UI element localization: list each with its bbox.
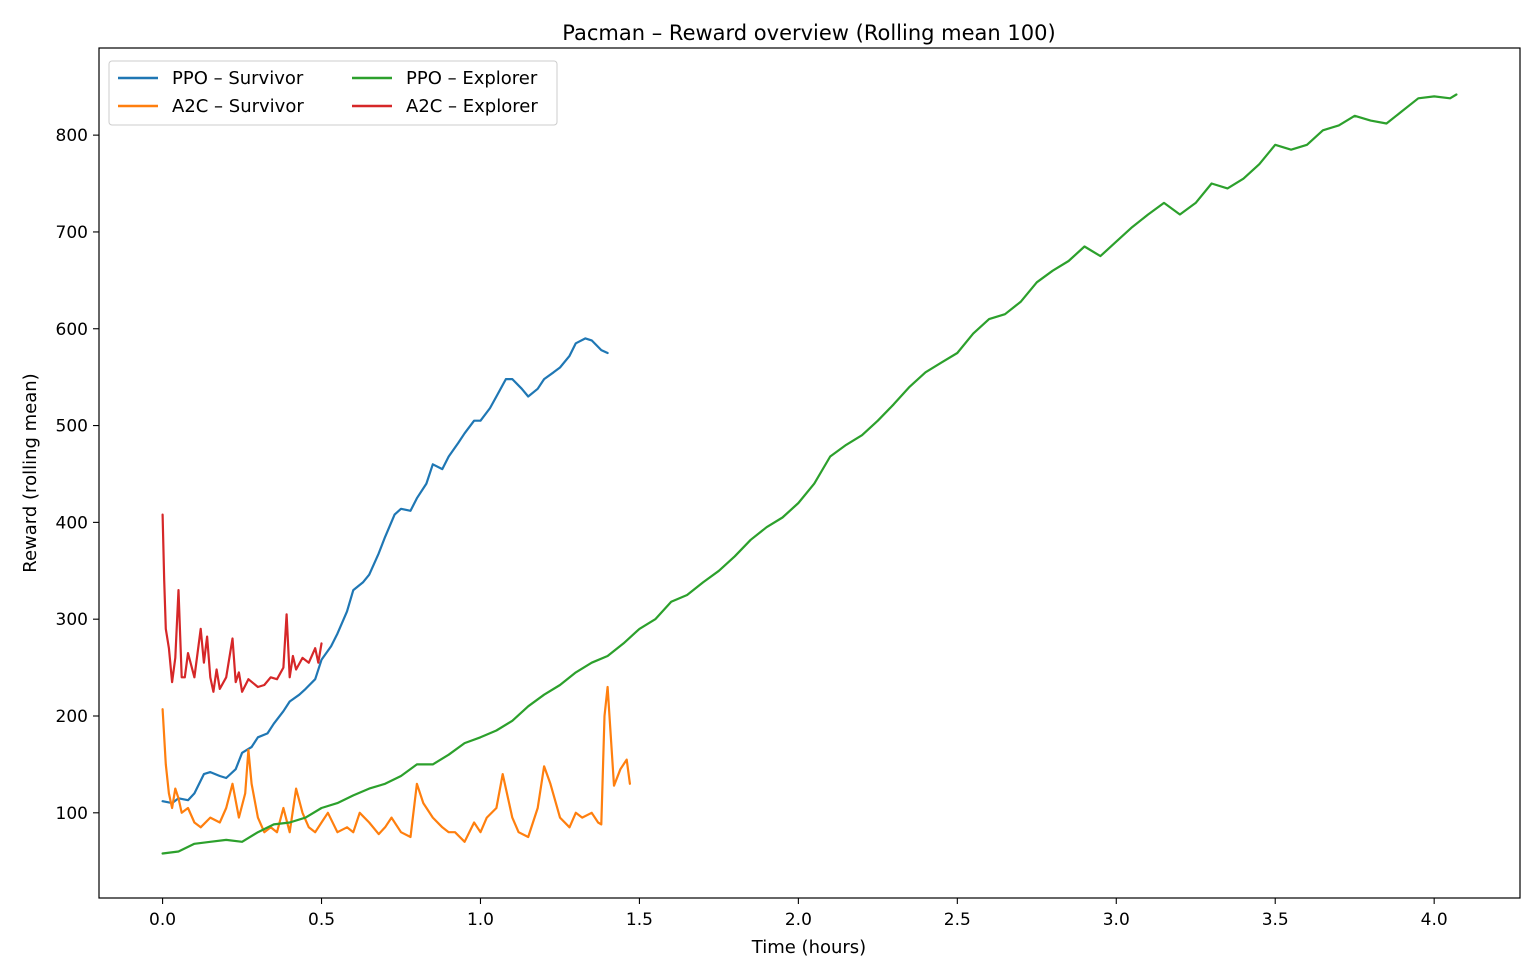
- legend-box: [108, 60, 558, 126]
- y-tick-label: 100: [56, 804, 88, 824]
- y-tick-label: 300: [56, 610, 88, 630]
- chart-title: Pacman – Reward overview (Rolling mean 1…: [562, 21, 1055, 45]
- y-axis-ticks: 100 200 300 400 500 600 700 800: [56, 126, 99, 824]
- x-tick-label: 0.5: [308, 910, 335, 930]
- y-tick-label: 800: [56, 126, 88, 146]
- x-tick-label: 0.0: [149, 910, 176, 930]
- x-tick-label: 1.5: [626, 910, 653, 930]
- series-line-a2c-survivor: [161, 685, 632, 843]
- legend: PPO – Survivor A2C – Survivor PPO – Explor…: [108, 60, 558, 126]
- x-tick-label: 4.0: [1421, 910, 1448, 930]
- series-line-ppo-survivor: [161, 337, 609, 805]
- x-tick-label: 2.5: [944, 910, 971, 930]
- plot-frame: [98, 47, 1521, 899]
- y-tick-label: 200: [56, 707, 88, 727]
- legend-label: A2C – Survivor: [172, 96, 304, 117]
- legend-label: PPO – Survivor: [172, 68, 304, 89]
- x-tick-label: 1.0: [467, 910, 494, 930]
- series-layer: [161, 93, 1458, 855]
- x-axis-title: Time (hours): [751, 937, 866, 958]
- y-axis-title: Reward (rolling mean): [20, 373, 41, 572]
- x-axis-ticks: 0.0 0.5 1.0 1.5 2.0 2.5 3.0 3.5 4.0: [149, 898, 1448, 930]
- x-tick-label: 3.0: [1103, 910, 1130, 930]
- series-line-ppo-explorer: [161, 93, 1458, 855]
- legend-label: A2C – Explorer: [406, 96, 538, 117]
- series-line-a2c-explorer: [161, 513, 323, 693]
- y-tick-label: 600: [56, 320, 88, 340]
- y-tick-label: 400: [56, 513, 88, 533]
- y-tick-label: 500: [56, 417, 88, 437]
- legend-label: PPO – Explorer: [406, 68, 538, 89]
- x-tick-label: 2.0: [785, 910, 812, 930]
- x-tick-label: 3.5: [1262, 910, 1289, 930]
- y-tick-label: 700: [56, 223, 88, 243]
